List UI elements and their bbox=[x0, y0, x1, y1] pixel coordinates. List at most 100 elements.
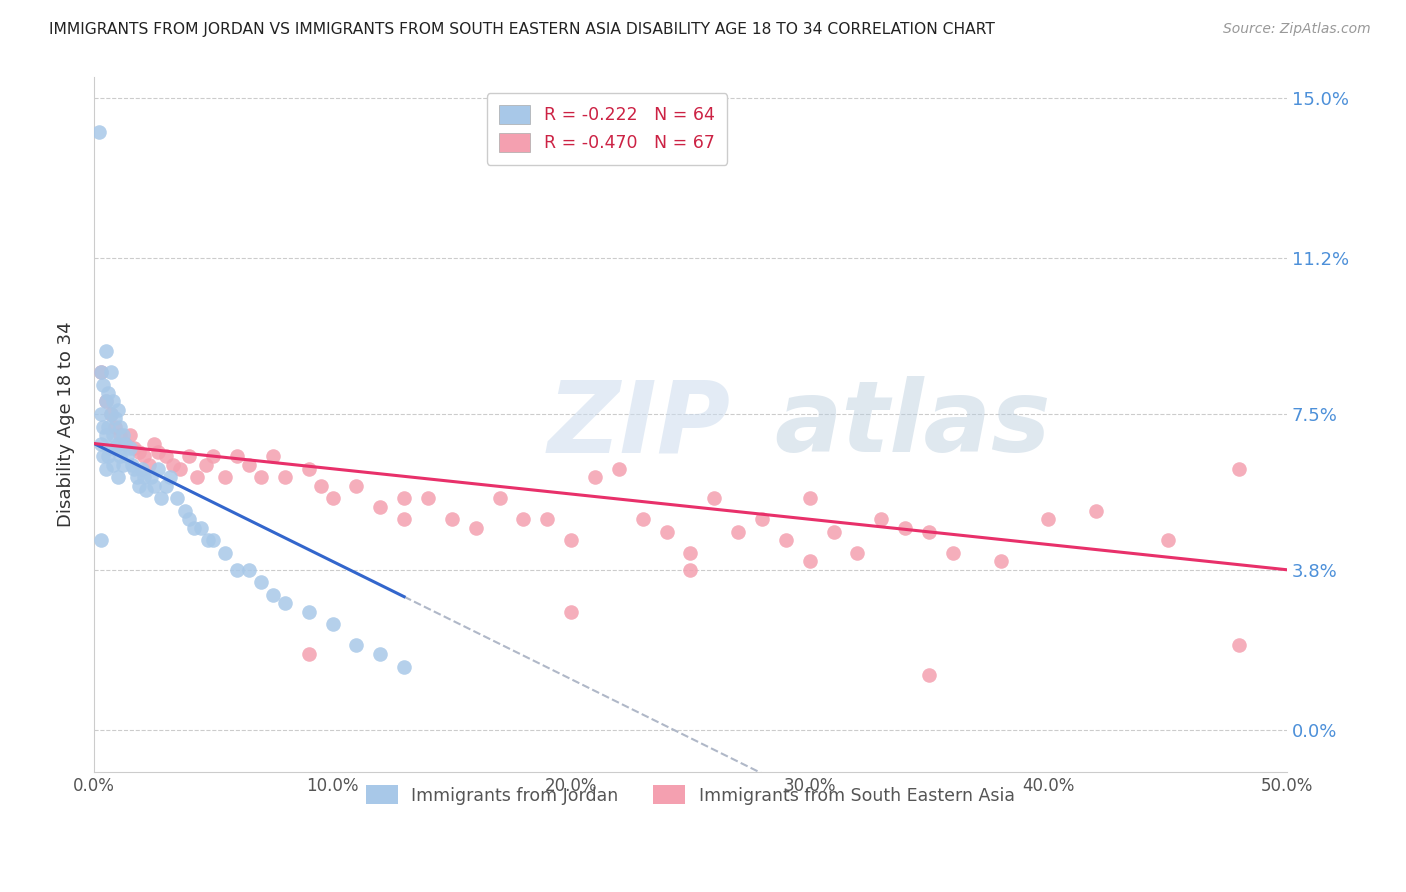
Text: Source: ZipAtlas.com: Source: ZipAtlas.com bbox=[1223, 22, 1371, 37]
Point bbox=[799, 554, 821, 568]
Point bbox=[101, 428, 124, 442]
Point bbox=[197, 533, 219, 548]
Point bbox=[631, 512, 654, 526]
Point bbox=[155, 449, 177, 463]
Point bbox=[894, 521, 917, 535]
Point bbox=[1156, 533, 1178, 548]
Legend: Immigrants from Jordan, Immigrants from South Eastern Asia: Immigrants from Jordan, Immigrants from … bbox=[356, 775, 1025, 815]
Point bbox=[117, 449, 139, 463]
Point bbox=[118, 441, 141, 455]
Point bbox=[368, 647, 391, 661]
Point bbox=[101, 394, 124, 409]
Point bbox=[101, 458, 124, 472]
Point bbox=[918, 524, 941, 539]
Point bbox=[124, 462, 146, 476]
Point bbox=[202, 533, 225, 548]
Point bbox=[107, 402, 129, 417]
Point bbox=[250, 575, 273, 590]
Point bbox=[128, 445, 150, 459]
Point bbox=[274, 470, 297, 484]
Point bbox=[309, 478, 332, 492]
Point bbox=[298, 647, 321, 661]
Point bbox=[90, 365, 112, 379]
Point bbox=[1227, 639, 1250, 653]
Point bbox=[124, 441, 146, 455]
Point bbox=[298, 462, 321, 476]
Point bbox=[121, 458, 143, 472]
Point bbox=[703, 491, 725, 506]
Point bbox=[392, 659, 415, 673]
Y-axis label: Disability Age 18 to 34: Disability Age 18 to 34 bbox=[58, 322, 75, 527]
Point bbox=[583, 470, 606, 484]
Point bbox=[607, 462, 630, 476]
Point bbox=[344, 639, 367, 653]
Point bbox=[149, 491, 172, 506]
Point bbox=[93, 449, 115, 463]
Point bbox=[142, 478, 165, 492]
Point bbox=[97, 386, 120, 401]
Point bbox=[179, 512, 201, 526]
Point bbox=[1084, 504, 1107, 518]
Point bbox=[751, 512, 773, 526]
Point bbox=[108, 449, 131, 463]
Point bbox=[97, 419, 120, 434]
Point bbox=[392, 491, 415, 506]
Point bbox=[138, 458, 160, 472]
Point bbox=[104, 411, 127, 425]
Point bbox=[655, 524, 678, 539]
Point bbox=[142, 436, 165, 450]
Point bbox=[111, 458, 134, 472]
Point bbox=[440, 512, 463, 526]
Point bbox=[148, 445, 170, 459]
Point bbox=[118, 428, 141, 442]
Point bbox=[100, 407, 122, 421]
Point bbox=[416, 491, 439, 506]
Point bbox=[132, 449, 155, 463]
Point bbox=[679, 563, 702, 577]
Point bbox=[100, 407, 122, 421]
Point bbox=[97, 449, 120, 463]
Point bbox=[148, 462, 170, 476]
Point bbox=[799, 491, 821, 506]
Point bbox=[990, 554, 1012, 568]
Point bbox=[94, 462, 117, 476]
Text: ZIP: ZIP bbox=[547, 376, 730, 473]
Point bbox=[298, 605, 321, 619]
Point bbox=[942, 546, 965, 560]
Point bbox=[90, 533, 112, 548]
Point bbox=[321, 491, 343, 506]
Point bbox=[108, 419, 131, 434]
Point bbox=[846, 546, 869, 560]
Point bbox=[169, 462, 191, 476]
Point bbox=[155, 478, 177, 492]
Point bbox=[107, 470, 129, 484]
Point bbox=[179, 449, 201, 463]
Point bbox=[141, 470, 163, 484]
Point bbox=[93, 419, 115, 434]
Point bbox=[679, 546, 702, 560]
Point bbox=[190, 521, 212, 535]
Point bbox=[214, 546, 236, 560]
Point bbox=[162, 458, 184, 472]
Point bbox=[560, 605, 582, 619]
Point bbox=[392, 512, 415, 526]
Point bbox=[186, 470, 208, 484]
Point bbox=[262, 588, 284, 602]
Point bbox=[173, 504, 195, 518]
Point bbox=[202, 449, 225, 463]
Text: IMMIGRANTS FROM JORDAN VS IMMIGRANTS FROM SOUTH EASTERN ASIA DISABILITY AGE 18 T: IMMIGRANTS FROM JORDAN VS IMMIGRANTS FRO… bbox=[49, 22, 995, 37]
Point bbox=[727, 524, 749, 539]
Text: atlas: atlas bbox=[773, 376, 1050, 473]
Point bbox=[128, 478, 150, 492]
Point bbox=[560, 533, 582, 548]
Point bbox=[238, 458, 260, 472]
Point bbox=[107, 436, 129, 450]
Point bbox=[344, 478, 367, 492]
Point bbox=[132, 470, 155, 484]
Point bbox=[159, 470, 181, 484]
Point bbox=[104, 419, 127, 434]
Point bbox=[94, 343, 117, 358]
Point bbox=[918, 668, 941, 682]
Point bbox=[214, 470, 236, 484]
Point bbox=[183, 521, 205, 535]
